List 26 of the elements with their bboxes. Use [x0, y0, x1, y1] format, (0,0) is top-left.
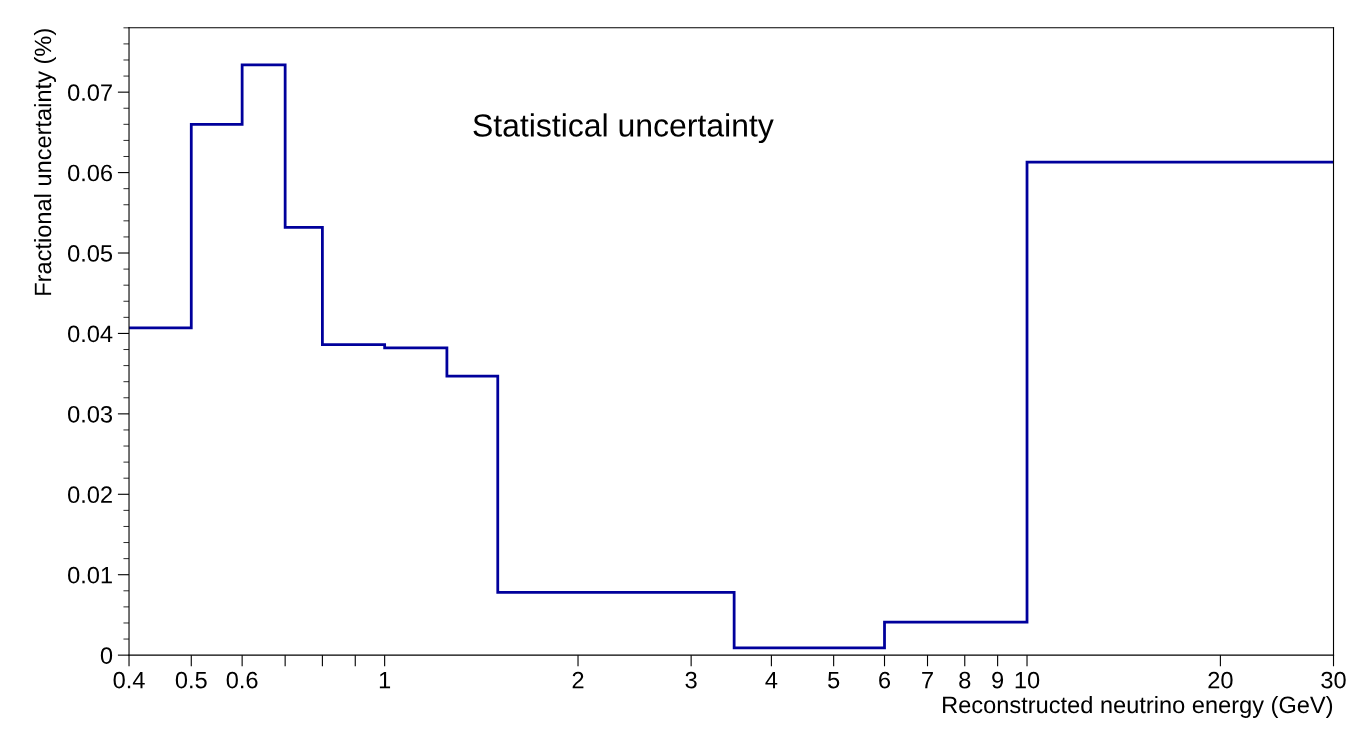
x-tick-label: 1 — [379, 671, 391, 689]
y-tick-label: 0.06 — [68, 164, 113, 182]
x-tick-label: 9 — [992, 671, 1004, 689]
y-tick-label: 0.05 — [68, 245, 113, 262]
x-tick-label: 30 — [1321, 671, 1346, 689]
y-tick-label: 0 — [100, 647, 113, 664]
x-tick-label: 0.5 — [175, 671, 207, 689]
x-tick-label: 4 — [765, 671, 778, 689]
x-tick-label: 7 — [922, 671, 933, 689]
x-axis-title: Reconstructed neutrino energy (GeV) — [943, 695, 1333, 718]
x-tick-label: 20 — [1208, 671, 1233, 689]
x-tick-label: 10 — [1015, 671, 1040, 689]
x-tick-label: 3 — [685, 671, 697, 689]
y-tick-label: 0.03 — [68, 405, 113, 423]
x-tick-label: 0.4 — [113, 671, 145, 689]
x-tick-label: 2 — [572, 671, 584, 689]
text: Statistical uncertainty — [473, 113, 774, 144]
y-axis-title: Fractional uncertainty (%) — [33, 29, 56, 295]
y-tick-label: 0.01 — [68, 566, 112, 584]
y-tick-label: 0.02 — [68, 486, 112, 504]
x-tick-label: 5 — [828, 671, 840, 689]
x-tick-label: 6 — [879, 671, 891, 689]
y-tick-label: 0.04 — [68, 325, 113, 343]
y-tick-label: 0.07 — [68, 84, 112, 101]
x-tick-label: 0.6 — [226, 671, 258, 689]
x-tick-label: 8 — [959, 671, 971, 689]
